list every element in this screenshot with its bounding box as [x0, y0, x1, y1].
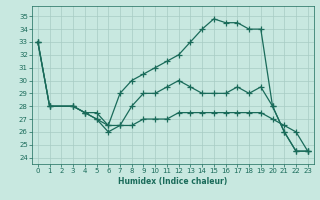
X-axis label: Humidex (Indice chaleur): Humidex (Indice chaleur) — [118, 177, 228, 186]
